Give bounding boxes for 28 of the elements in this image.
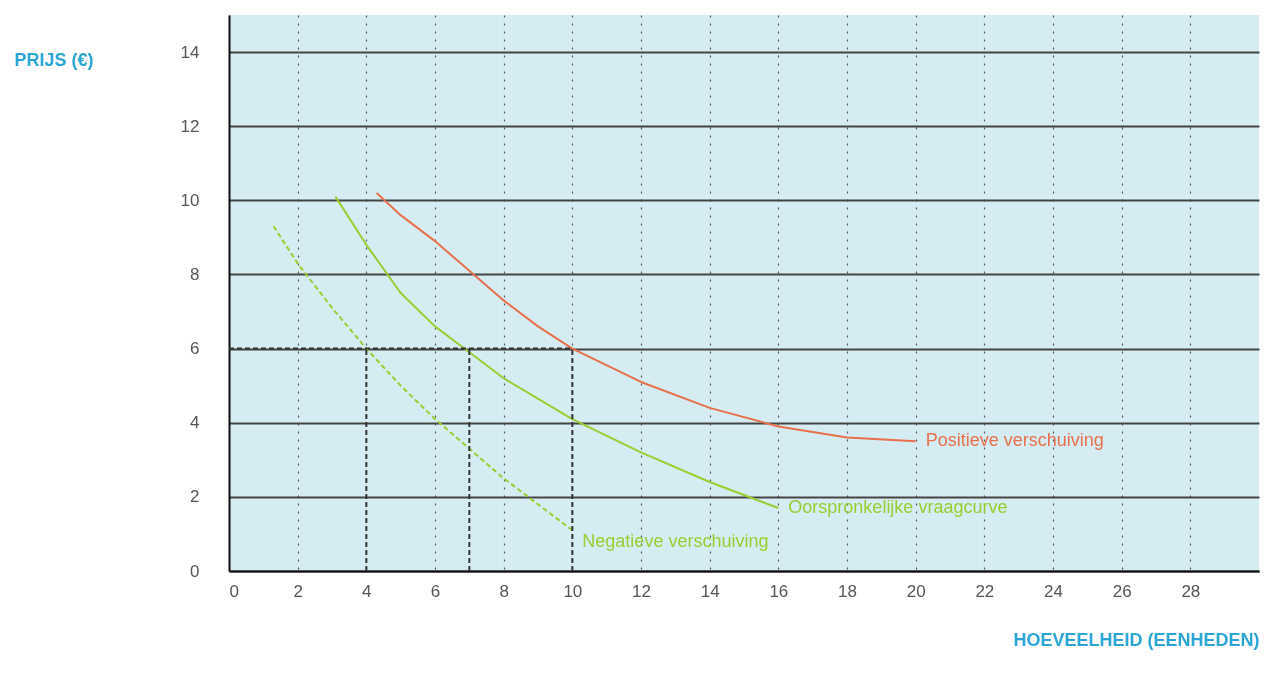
series-label: Positieve verschuiving [925,430,1104,451]
x-tick-label: 6 [430,581,441,601]
x-tick-label: 16 [769,581,789,601]
x-tick-label: 22 [975,581,995,601]
x-tick-label: 2 [293,581,303,601]
y-axis-title: PRIJS (€) [14,49,94,70]
x-tick-label: 4 [362,581,372,601]
x-tick-label: 12 [632,581,651,601]
x-tick-label: 24 [1044,581,1063,601]
y-tick-label: 0 [190,561,200,581]
x-tick-label: 0 [229,581,239,601]
y-tick-label: 8 [190,264,200,284]
y-tick-label: 10 [180,190,200,210]
x-tick-label: 18 [838,581,857,601]
x-tick-label: 8 [499,581,509,601]
x-tick-label: 14 [700,581,720,601]
y-tick-label: 12 [180,116,200,136]
x-tick-label: 28 [1181,581,1201,601]
y-tick-label: 4 [190,413,200,433]
series-label: Negatieve verschuiving [582,531,769,552]
x-tick-label: 20 [906,581,926,601]
x-tick-label: 26 [1112,581,1132,601]
y-tick-label: 2 [190,487,200,507]
y-tick-label: 14 [180,42,200,62]
x-axis-title: HOEVEELHEID (EENHEDEN) [1013,629,1260,650]
series-label: Oorspronkelijke vraagcurve [788,496,1008,517]
x-tick-label: 10 [563,581,583,601]
y-tick-label: 6 [190,339,200,359]
